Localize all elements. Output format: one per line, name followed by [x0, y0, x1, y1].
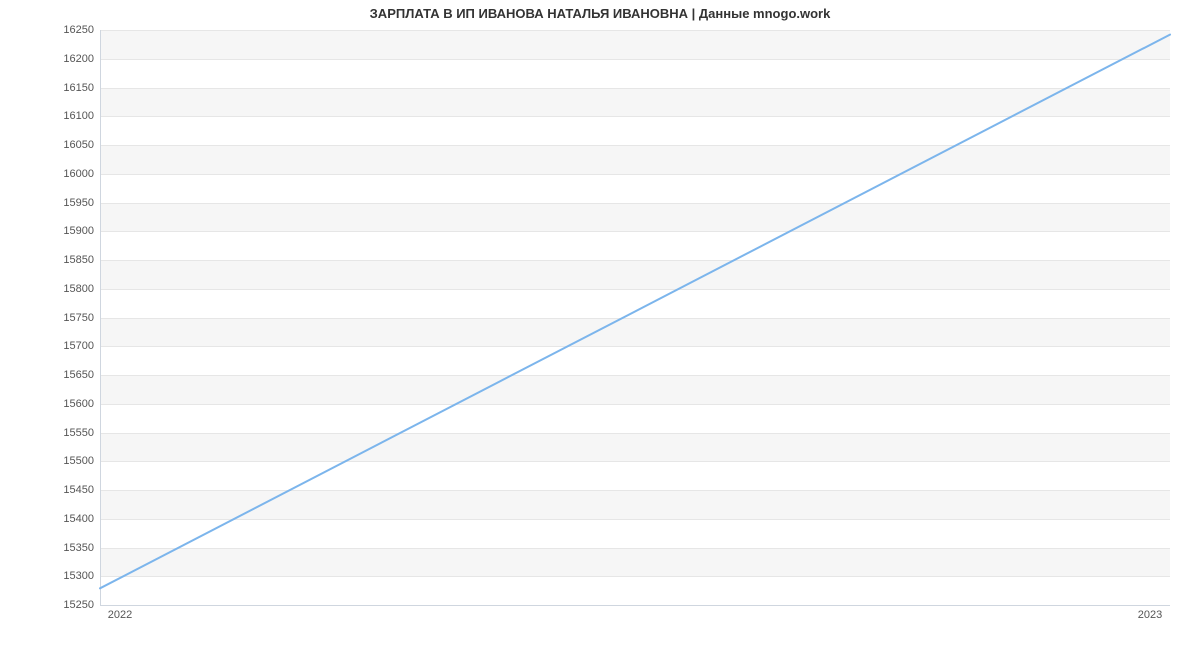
y-tick-label: 16050 [63, 139, 100, 151]
y-tick-label: 15350 [63, 542, 100, 554]
y-tick-label: 15600 [63, 398, 100, 410]
series-line-salary [100, 35, 1170, 589]
y-tick-label: 16250 [63, 24, 100, 36]
y-tick-label: 15900 [63, 225, 100, 237]
y-tick-label: 16150 [63, 82, 100, 94]
y-tick-label: 16100 [63, 110, 100, 122]
y-tick-label: 15850 [63, 254, 100, 266]
y-tick-label: 15950 [63, 197, 100, 209]
y-tick-label: 15550 [63, 427, 100, 439]
y-tick-label: 15650 [63, 369, 100, 381]
x-axis-line [100, 605, 1170, 606]
y-tick-label: 15450 [63, 484, 100, 496]
y-tick-label: 16000 [63, 168, 100, 180]
y-tick-label: 15250 [63, 599, 100, 611]
x-tick-label: 2023 [1138, 605, 1162, 621]
y-tick-label: 15400 [63, 513, 100, 525]
chart-title: ЗАРПЛАТА В ИП ИВАНОВА НАТАЛЬЯ ИВАНОВНА |… [0, 6, 1200, 21]
y-tick-label: 15800 [63, 283, 100, 295]
y-tick-label: 15500 [63, 455, 100, 467]
y-tick-label: 15700 [63, 340, 100, 352]
y-tick-label: 15750 [63, 312, 100, 324]
salary-line-chart: ЗАРПЛАТА В ИП ИВАНОВА НАТАЛЬЯ ИВАНОВНА |… [0, 0, 1200, 650]
x-tick-label: 2022 [108, 605, 132, 621]
plot-area: 1525015300153501540015450155001555015600… [100, 30, 1170, 605]
y-tick-label: 15300 [63, 570, 100, 582]
series-layer [100, 30, 1170, 605]
y-tick-label: 16200 [63, 53, 100, 65]
